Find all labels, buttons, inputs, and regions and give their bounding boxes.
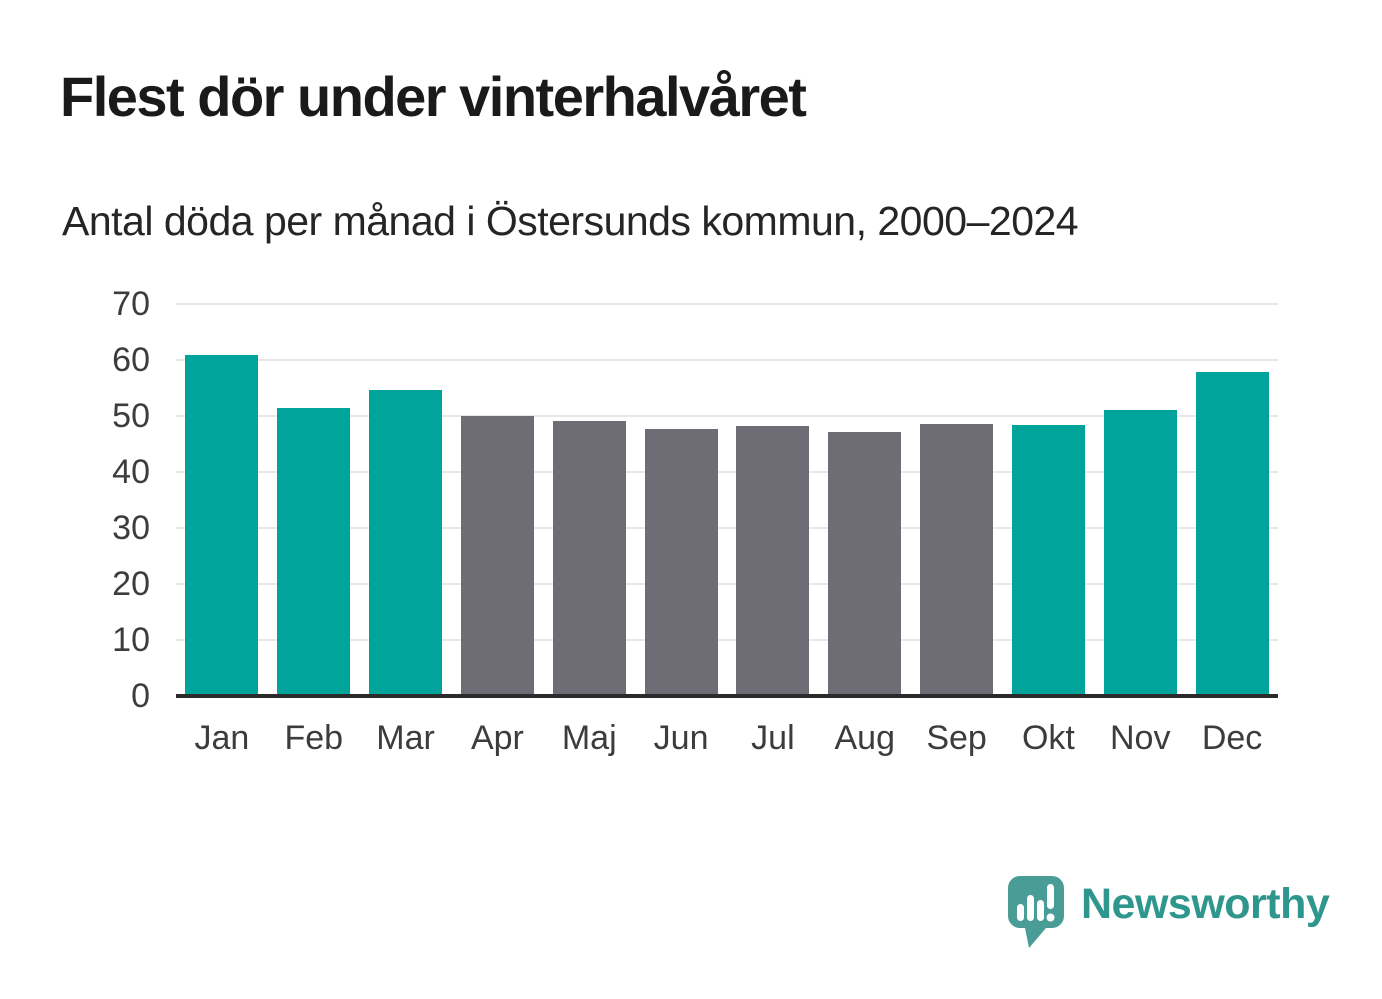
gridline-10 bbox=[176, 639, 1278, 641]
x-tick-label-okt: Okt bbox=[1021, 719, 1075, 757]
bar-okt bbox=[1011, 425, 1085, 694]
x-axis-baseline bbox=[176, 694, 1278, 698]
y-tick-label-60: 60 bbox=[112, 341, 150, 379]
gridline-40 bbox=[176, 471, 1278, 473]
y-tick-label-30: 30 bbox=[112, 509, 150, 547]
newsworthy-speech-bubble-bar-chart-icon bbox=[1008, 876, 1064, 948]
x-tick-label-mar: Mar bbox=[376, 719, 435, 757]
newsworthy-logo-text: Newsworthy bbox=[1081, 880, 1330, 928]
newsworthy-logo: Newsworthy bbox=[1008, 876, 1330, 950]
gridline-70 bbox=[176, 303, 1278, 305]
x-tick-label-sep: Sep bbox=[926, 719, 987, 757]
y-tick-label-50: 50 bbox=[112, 397, 150, 435]
bar-jun bbox=[644, 429, 718, 694]
x-tick-label-nov: Nov bbox=[1110, 719, 1171, 757]
chart-title: Flest dör under vinterhalvåret bbox=[60, 65, 807, 128]
bar-aug bbox=[828, 431, 902, 694]
y-tick-label-0: 0 bbox=[131, 677, 150, 715]
bar-nov bbox=[1103, 409, 1177, 694]
bar-sep bbox=[920, 424, 994, 694]
gridline-20 bbox=[176, 583, 1278, 585]
x-tick-label-apr: Apr bbox=[470, 719, 524, 757]
bar-jul bbox=[736, 426, 810, 694]
x-tick-label-jan: Jan bbox=[194, 719, 250, 757]
x-tick-label-maj: Maj bbox=[561, 719, 617, 757]
bar-apr bbox=[460, 415, 534, 694]
bar-jan bbox=[185, 355, 259, 694]
x-tick-label-jul: Jul bbox=[751, 719, 795, 757]
y-tick-label-70: 70 bbox=[112, 285, 150, 323]
x-tick-label-aug: Aug bbox=[834, 719, 895, 757]
y-tick-label-20: 20 bbox=[112, 565, 150, 603]
y-tick-label-10: 10 bbox=[112, 621, 150, 659]
gridline-50 bbox=[176, 415, 1278, 417]
bar-feb bbox=[277, 408, 351, 694]
bar-dec bbox=[1195, 372, 1269, 694]
bar-mar bbox=[369, 389, 443, 694]
y-tick-label-40: 40 bbox=[112, 453, 150, 491]
x-tick-label-jun: Jun bbox=[653, 719, 709, 757]
bar-maj bbox=[552, 420, 626, 694]
chart-subtitle: Antal döda per månad i Östersunds kommun… bbox=[62, 198, 1079, 244]
gridline-30 bbox=[176, 527, 1278, 529]
x-tick-label-dec: Dec bbox=[1201, 719, 1263, 757]
x-tick-label-feb: Feb bbox=[284, 719, 344, 757]
gridline-60 bbox=[176, 359, 1278, 361]
